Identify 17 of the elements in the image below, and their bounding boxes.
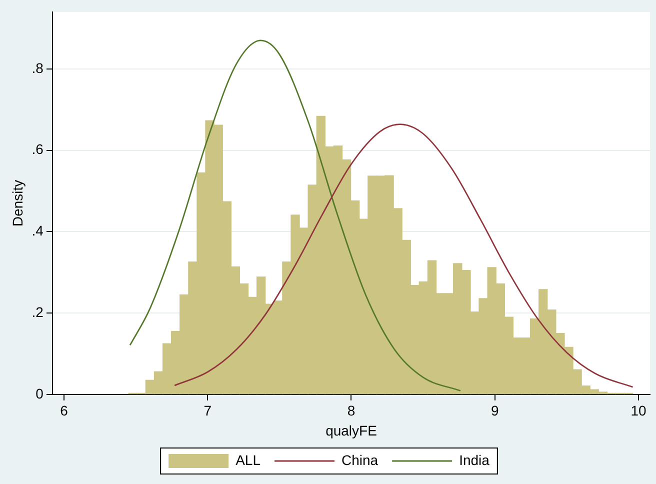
legend-label: India <box>459 452 490 468</box>
y-tick-label: .6 <box>32 141 44 158</box>
y-tick-label: .4 <box>32 222 44 239</box>
x-tick-label: 9 <box>490 402 499 419</box>
x-tick-label: 10 <box>630 402 647 419</box>
line-series <box>129 40 462 392</box>
y-tick-label: 0 <box>36 385 44 402</box>
y-tick-label: .8 <box>32 60 44 76</box>
x-tick-label: 7 <box>204 402 212 419</box>
legend-label: ALL <box>236 452 261 468</box>
legend-label: China <box>341 452 378 468</box>
y-axis-title: Density <box>9 180 26 227</box>
y-tick-label: .2 <box>32 304 44 320</box>
x-axis-title: qualyFE <box>326 422 377 438</box>
line-series <box>174 124 634 388</box>
x-tick-label: 8 <box>347 402 356 419</box>
x-tick-label: 6 <box>60 402 68 419</box>
